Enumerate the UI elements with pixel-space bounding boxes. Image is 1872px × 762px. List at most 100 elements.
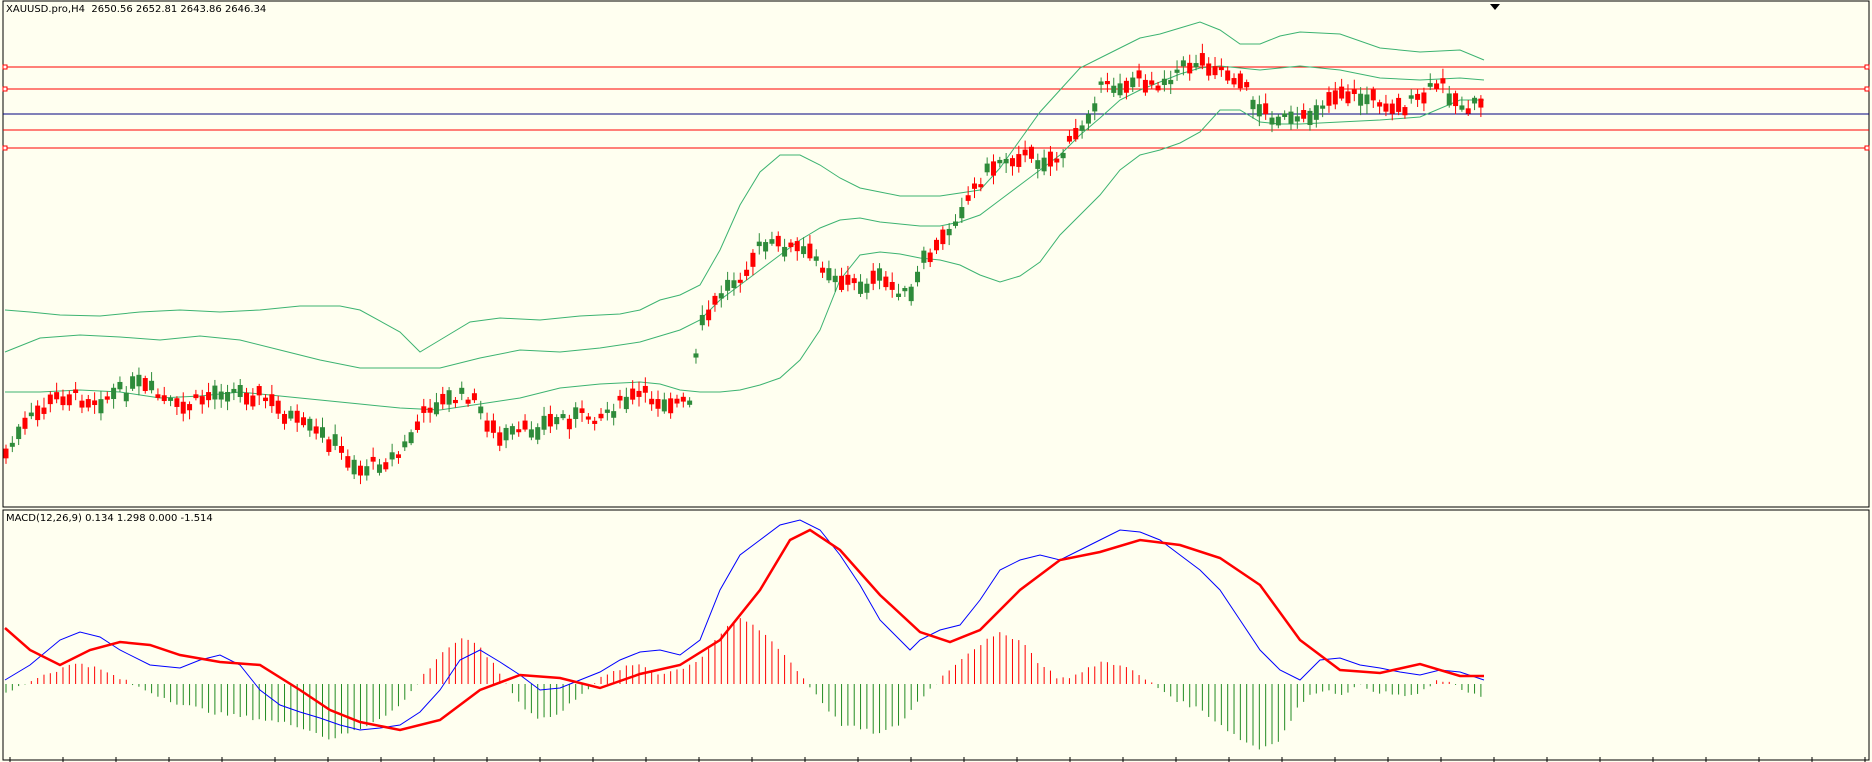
candle-body [1174, 69, 1180, 73]
candle-body [149, 380, 155, 391]
candle-body [953, 221, 958, 226]
candle-body [370, 456, 376, 462]
candle-body [490, 420, 496, 433]
candle-body [117, 381, 123, 390]
candle-body [566, 418, 572, 430]
candle-body [9, 442, 15, 447]
hline-handle-left [2, 86, 8, 92]
candle-body [1003, 158, 1009, 164]
candle-body [1275, 116, 1281, 126]
candle-body [509, 426, 515, 435]
candle-body [1288, 111, 1294, 124]
candle-body [1307, 110, 1313, 126]
candle-body [1079, 125, 1085, 131]
candle-body [269, 394, 275, 407]
candle-body [376, 464, 382, 473]
candle-body [256, 386, 262, 396]
candle-body [592, 420, 598, 424]
candle-body [908, 286, 914, 302]
candle-body [1073, 128, 1079, 140]
candle-body [275, 400, 281, 414]
candle-body [725, 279, 731, 291]
candle-body [1478, 98, 1484, 108]
candle-body [845, 274, 851, 285]
candle-body [180, 401, 186, 414]
ohlc-label: 2650.56 2652.81 2643.86 2646.34 [91, 4, 267, 15]
candle-body [528, 429, 534, 438]
bollinger-bands [4, 21, 1485, 411]
candle-body [357, 465, 363, 476]
macd-panel [2, 509, 1870, 761]
candle-body [414, 421, 420, 430]
candle-body [623, 396, 629, 410]
candle-body [60, 396, 66, 406]
candle-body [902, 288, 908, 292]
candle-body [1098, 81, 1104, 85]
candle-body [617, 395, 623, 401]
hline-handle-right [1864, 86, 1870, 92]
candle-body [383, 462, 389, 470]
candle-body [218, 391, 224, 400]
horizontal-lines[interactable] [2, 64, 1870, 151]
candle-body [750, 252, 756, 267]
time-ticks [9, 757, 1866, 762]
candle-body [1092, 103, 1098, 112]
candle-body [1028, 146, 1034, 159]
candle-body [680, 396, 686, 402]
candle-body [934, 239, 940, 251]
candle-body [85, 399, 91, 408]
candle-body [1370, 89, 1376, 101]
shift-marker-icon[interactable] [1490, 4, 1500, 10]
candle-body [674, 398, 680, 404]
candle-body [826, 268, 832, 281]
price-panel [2, 0, 1870, 508]
candle-body [915, 271, 921, 283]
candle-body [1459, 105, 1465, 110]
candle-body [73, 389, 79, 394]
bollinger-lower-line [5, 99, 1484, 411]
candle-body [1263, 103, 1269, 115]
candle-body [990, 161, 996, 176]
candle-body [1345, 91, 1351, 104]
candle-body [927, 252, 933, 263]
candle-body [332, 434, 338, 446]
candle-body [503, 427, 509, 441]
candle-body [1402, 107, 1408, 116]
candle-body [1168, 79, 1174, 85]
candle-body [1351, 89, 1357, 95]
candle-body [1231, 78, 1237, 85]
candle-body [706, 309, 712, 321]
candle-body [320, 427, 325, 438]
candle-body [225, 391, 231, 402]
candle-body [351, 459, 357, 475]
candle-body [1415, 93, 1421, 100]
candle-body [807, 243, 813, 259]
candle-body [22, 417, 28, 429]
candle-body [1256, 104, 1262, 117]
candle-body [1155, 85, 1161, 91]
candle-body [402, 441, 408, 448]
candle-body [364, 466, 370, 476]
candle-body [168, 397, 174, 401]
candle-body [136, 374, 142, 387]
candle-body [1022, 149, 1028, 156]
bollinger-upper-line [4, 21, 1485, 353]
candle-body [1446, 93, 1452, 106]
price-panel-label: XAUUSD.pro,H4 2650.56 2652.81 2643.86 26… [6, 4, 266, 15]
candle-body [231, 388, 237, 393]
candle-body [1009, 158, 1015, 167]
candle-body [813, 256, 819, 261]
candle-body [1130, 77, 1136, 88]
candle-body [1358, 93, 1364, 106]
candle-body [687, 400, 693, 405]
candle-body [1244, 82, 1250, 88]
candle-body [497, 432, 503, 446]
candle-body [212, 385, 218, 400]
candle-body [237, 385, 243, 398]
candle-body [193, 394, 199, 399]
candle-body [28, 412, 34, 417]
candle-body [161, 395, 167, 402]
candle-body [427, 407, 433, 413]
